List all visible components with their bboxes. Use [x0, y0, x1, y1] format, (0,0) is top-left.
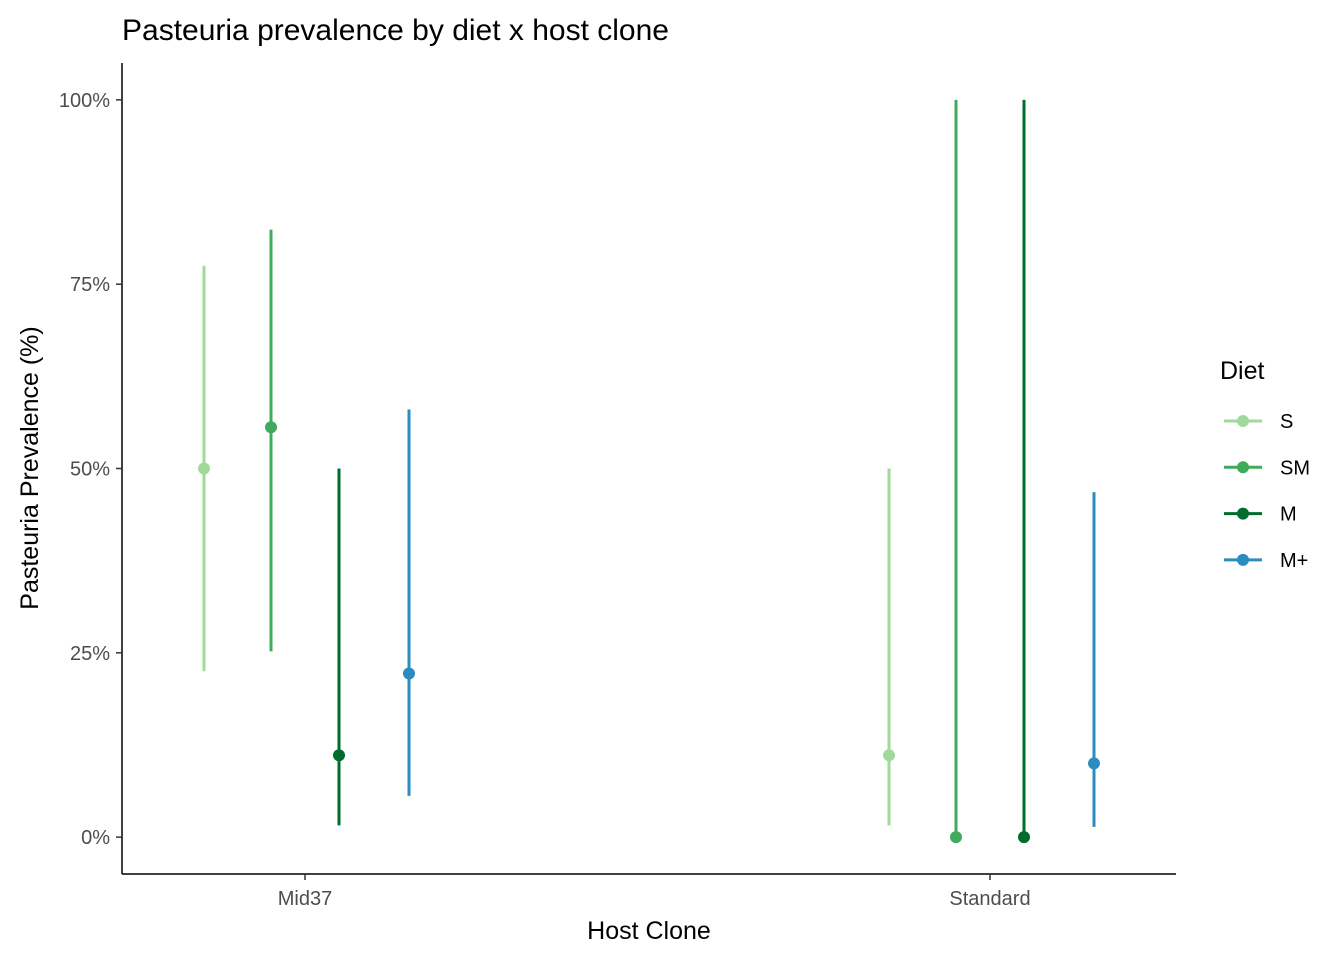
data-point [333, 749, 345, 762]
x-tick-label: Standard [949, 888, 1030, 910]
legend-key-point [1237, 553, 1249, 566]
y-axis-title: Pasteuria Prevalence (%) [16, 326, 44, 609]
legend-item-label: M [1280, 504, 1297, 526]
legend-key-point [1237, 415, 1249, 427]
legend-title: Diet [1220, 357, 1265, 385]
y-tick-label: 0% [81, 827, 110, 849]
legend-key-point [1237, 461, 1249, 474]
data-point [950, 831, 962, 844]
data-point [265, 421, 277, 434]
legend-item-label: SM [1280, 457, 1310, 479]
y-tick-label: 25% [70, 643, 110, 665]
data-point [1088, 757, 1100, 770]
x-tick-label: Mid37 [278, 888, 332, 910]
y-tick-label: 75% [70, 274, 110, 296]
y-tick-label: 100% [59, 90, 110, 112]
data-point [883, 749, 895, 762]
x-axis: Mid37 Standard [122, 873, 1176, 910]
y-axis: 0% 25% 50% 75% 100% [59, 63, 123, 874]
legend-item-label: M+ [1280, 550, 1308, 572]
data-point [1018, 831, 1030, 844]
legend-key-point [1237, 507, 1249, 520]
data-point [198, 462, 210, 475]
data-point [403, 667, 415, 680]
x-axis-title: Host Clone [587, 917, 711, 945]
legend-item-label: S [1280, 411, 1293, 433]
y-tick-label: 50% [70, 459, 110, 481]
chart-title: Pasteuria prevalence by diet x host clon… [122, 14, 669, 47]
legend: Diet S SM M M+ [1220, 357, 1310, 572]
plot-area [198, 99, 1100, 844]
